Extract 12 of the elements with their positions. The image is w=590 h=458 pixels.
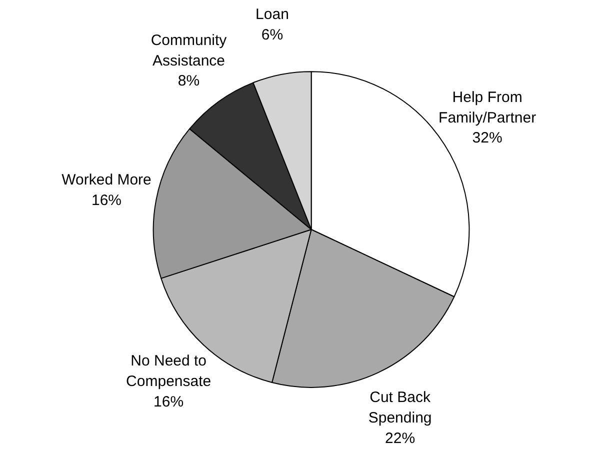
data-label: 8%: [178, 72, 200, 90]
data-label: 16%: [154, 393, 184, 410]
data-label: 22%: [385, 430, 416, 448]
slice-label: Loan: [256, 6, 289, 24]
slice-label: Worked More: [62, 172, 152, 189]
data-label: 6%: [261, 26, 284, 44]
data-label: 16%: [92, 192, 122, 210]
slice-label: Help From Family/Partner: [438, 88, 536, 126]
slice-label: No Need to Compensate: [126, 352, 212, 390]
data-label: 32%: [472, 130, 502, 147]
slice-label: Cut Back Spending: [368, 389, 432, 427]
slice-label: Community Assistance: [150, 32, 228, 70]
